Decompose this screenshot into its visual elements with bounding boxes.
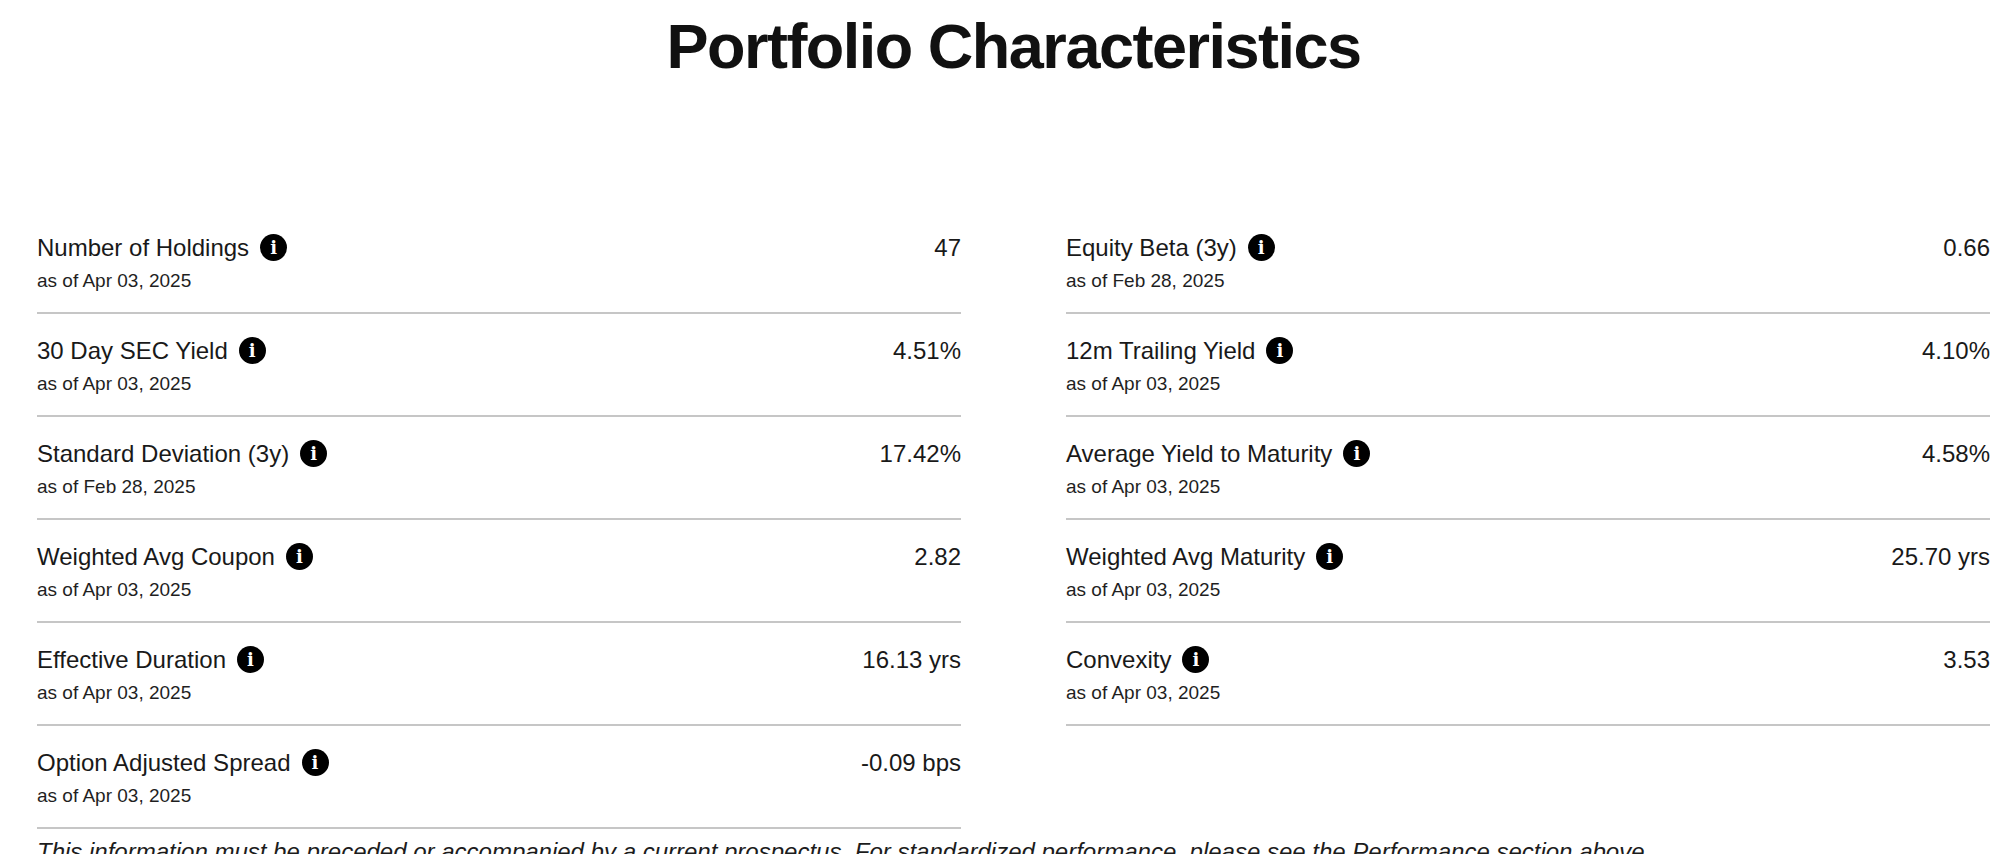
metric-row: Effective Duration i 16.13 yrs as of Apr… [37,623,961,726]
metric-row: Convexity i 3.53 as of Apr 03, 2025 [1066,623,1990,726]
metric-row: Number of Holdings i 47 as of Apr 03, 20… [37,210,961,314]
metric-value: -0.09 bps [861,747,961,778]
portfolio-characteristics-section: Portfolio Characteristics Number of Hold… [0,0,2006,854]
as-of-date: as of Apr 03, 2025 [37,680,961,705]
metric-row: Weighted Avg Maturity i 25.70 yrs as of … [1066,520,1990,623]
info-icon[interactable]: i [1248,234,1275,261]
metric-value: 4.10% [1922,335,1990,366]
as-of-date: as of Feb 28, 2025 [1066,268,1990,293]
metric-value: 16.13 yrs [862,644,961,675]
info-icon[interactable]: i [1316,543,1343,570]
metric-label: Effective Duration [37,644,226,675]
info-icon[interactable]: i [1343,440,1370,467]
metric-label: Number of Holdings [37,232,249,263]
info-icon[interactable]: i [300,440,327,467]
info-icon[interactable]: i [1266,337,1293,364]
info-icon[interactable]: i [260,234,287,261]
metric-row: Equity Beta (3y) i 0.66 as of Feb 28, 20… [1066,210,1990,314]
info-icon[interactable]: i [237,646,264,673]
metric-label: Weighted Avg Maturity [1066,541,1305,572]
metrics-grid: Number of Holdings i 47 as of Apr 03, 20… [37,210,1990,829]
metric-label: Average Yield to Maturity [1066,438,1332,469]
as-of-date: as of Apr 03, 2025 [37,268,961,293]
info-icon[interactable]: i [286,543,313,570]
metric-value: 47 [934,232,961,263]
metric-label: 30 Day SEC Yield [37,335,228,366]
metric-label: Option Adjusted Spread [37,747,291,778]
metric-label: 12m Trailing Yield [1066,335,1255,366]
metric-value: 3.53 [1943,644,1990,675]
metric-value: 0.66 [1943,232,1990,263]
metric-value: 4.58% [1922,438,1990,469]
page-title: Portfolio Characteristics [37,10,1990,82]
as-of-date: as of Apr 03, 2025 [1066,577,1990,602]
metric-row: Average Yield to Maturity i 4.58% as of … [1066,417,1990,520]
metric-row: Standard Deviation (3y) i 17.42% as of F… [37,417,961,520]
metric-value: 4.51% [893,335,961,366]
info-icon[interactable]: i [302,749,329,776]
metric-value: 2.82 [914,541,961,572]
as-of-date: as of Apr 03, 2025 [1066,371,1990,396]
metric-label: Convexity [1066,644,1171,675]
as-of-date: as of Apr 03, 2025 [1066,680,1990,705]
info-icon[interactable]: i [239,337,266,364]
prospectus-disclaimer: This information must be preceded or acc… [37,836,1990,854]
as-of-date: as of Apr 03, 2025 [37,783,961,808]
metric-row: Weighted Avg Coupon i 2.82 as of Apr 03,… [37,520,961,623]
metric-label: Equity Beta (3y) [1066,232,1237,263]
info-icon[interactable]: i [1182,646,1209,673]
metric-label: Weighted Avg Coupon [37,541,275,572]
as-of-date: as of Apr 03, 2025 [37,371,961,396]
metric-value: 17.42% [880,438,961,469]
metric-row: 30 Day SEC Yield i 4.51% as of Apr 03, 2… [37,314,961,417]
metrics-column-left: Number of Holdings i 47 as of Apr 03, 20… [37,210,961,829]
metrics-column-right: Equity Beta (3y) i 0.66 as of Feb 28, 20… [1066,210,1990,829]
as-of-date: as of Feb 28, 2025 [37,474,961,499]
metric-value: 25.70 yrs [1891,541,1990,572]
metric-row: 12m Trailing Yield i 4.10% as of Apr 03,… [1066,314,1990,417]
as-of-date: as of Apr 03, 2025 [1066,474,1990,499]
metric-row: Option Adjusted Spread i -0.09 bps as of… [37,726,961,829]
metric-label: Standard Deviation (3y) [37,438,289,469]
as-of-date: as of Apr 03, 2025 [37,577,961,602]
